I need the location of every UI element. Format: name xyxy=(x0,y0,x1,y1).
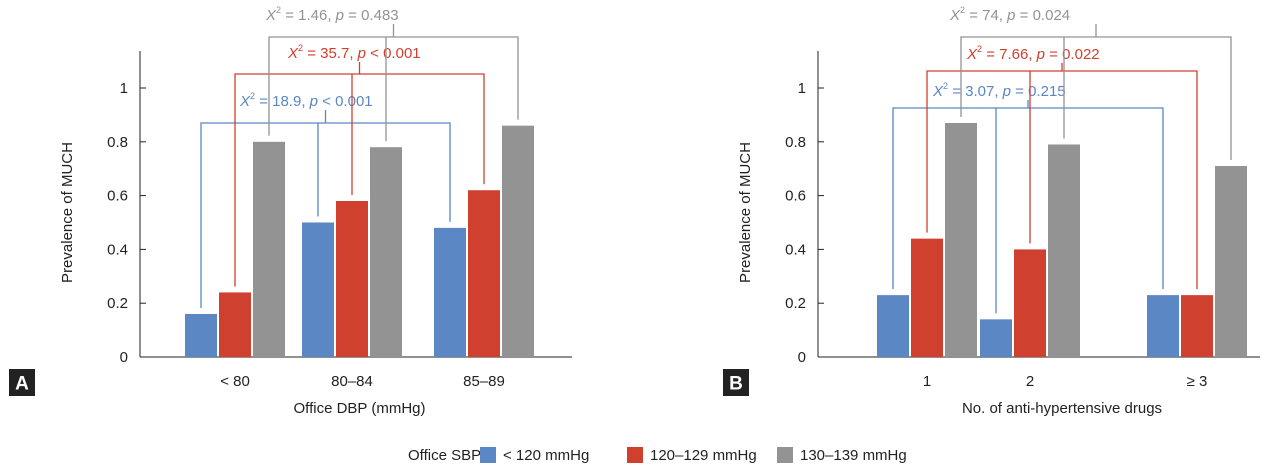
y-tick-label: 1 xyxy=(798,80,806,97)
panel-a: 0 0.2 0.4 0.6 0.8 1 Prevalence of MUCH < 80 80–8… xyxy=(9,5,572,417)
bar xyxy=(434,227,466,357)
x-tick-label: 85–89 xyxy=(463,373,505,390)
legend-swatch xyxy=(480,447,496,463)
stat-annotation: X2 = 35.7, p < 0.001 xyxy=(287,43,421,62)
legend-swatch xyxy=(777,447,793,463)
x-tick-label: 1 xyxy=(923,373,931,390)
panel-label-box xyxy=(9,369,35,396)
bar xyxy=(370,147,402,357)
x-tick-label: < 80 xyxy=(220,373,250,390)
bar xyxy=(502,125,534,357)
y-tick-label: 0 xyxy=(120,349,128,366)
legend-title: Office SBP xyxy=(408,447,481,464)
stat-annotation: X2 = 1.46, p = 0.483 xyxy=(265,5,399,24)
y-tick-label: 0.6 xyxy=(785,188,806,205)
y-tick-label: 1 xyxy=(120,80,128,97)
panel-b: 0 0.2 0.4 0.6 0.8 1 Prevalence of MUCH 1 2 ≥ 3 No.… xyxy=(723,5,1260,417)
legend-entry: < 120 mmHg xyxy=(503,447,589,464)
bar xyxy=(1215,166,1247,357)
legend-swatch xyxy=(627,447,643,463)
y-tick-label: 0.6 xyxy=(107,188,128,205)
panel-label-box xyxy=(723,369,749,396)
bar xyxy=(302,222,334,357)
x-axis-label: No. of anti-hypertensive drugs xyxy=(962,400,1162,417)
y-tick-label: 0.4 xyxy=(107,241,128,258)
x-tick-label: ≥ 3 xyxy=(1187,373,1208,390)
stat-annotation: X2 = 3.07, p = 0.215 xyxy=(932,81,1066,100)
bar xyxy=(219,292,251,357)
bar xyxy=(1147,295,1179,357)
x-tick-label: 80–84 xyxy=(331,373,373,390)
bar xyxy=(877,295,909,357)
y-axis-label: Prevalence of MUCH xyxy=(59,142,76,283)
bar xyxy=(185,313,217,357)
y-axis-label: Prevalence of MUCH xyxy=(737,142,754,283)
y-tick-label: 0.8 xyxy=(107,134,128,151)
y-tick-label: 0.2 xyxy=(107,295,128,312)
legend-entry: 120–129 mmHg xyxy=(650,447,757,464)
stat-annotation: X2 = 7.66, p = 0.022 xyxy=(966,44,1100,63)
bar xyxy=(336,200,368,357)
bar xyxy=(1048,144,1080,357)
bar xyxy=(945,122,977,357)
panel-label: B xyxy=(729,374,743,395)
y-tick-label: 0.2 xyxy=(785,295,806,312)
stat-annotation: X2 = 74, p = 0.024 xyxy=(949,5,1070,24)
bar xyxy=(980,319,1012,357)
bar xyxy=(1181,295,1213,357)
bar xyxy=(911,238,943,357)
panel-label: A xyxy=(15,374,29,395)
y-tick-label: 0.8 xyxy=(785,134,806,151)
legend-entry: 130–139 mmHg xyxy=(800,447,907,464)
bar xyxy=(468,190,500,357)
bar xyxy=(1014,249,1046,357)
x-axis-label: Office DBP (mmHg) xyxy=(294,400,426,417)
x-tick-label: 2 xyxy=(1026,373,1034,390)
y-tick-label: 0.4 xyxy=(785,241,806,258)
bar xyxy=(253,141,285,357)
legend: Office SBP < 120 mmHg 120–129 mmHg 130–139 … xyxy=(408,447,907,464)
y-tick-label: 0 xyxy=(798,349,806,366)
